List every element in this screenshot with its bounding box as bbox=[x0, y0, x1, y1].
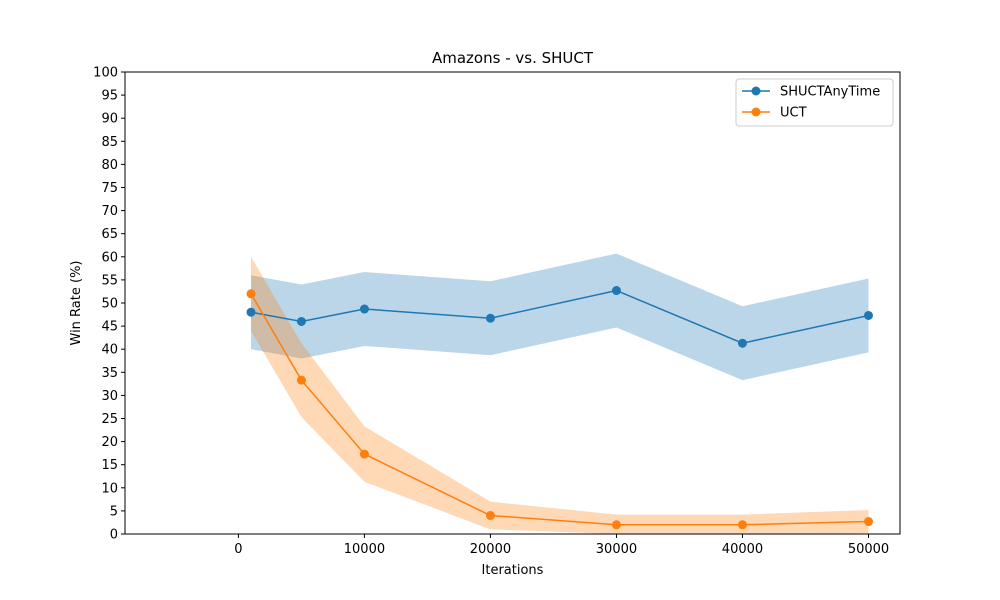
legend: SHUCTAnyTime UCT bbox=[735, 78, 894, 127]
x-tick-label: 20000 bbox=[470, 542, 511, 557]
uct-data-point bbox=[296, 375, 306, 385]
y-tick-label: 100 bbox=[93, 66, 118, 81]
series-points bbox=[246, 286, 873, 530]
y-axis-ticks: 0 5 10 15 20 25 30 35 40 45 50 55 60 65 70 75 80 85 90 95 10… bbox=[93, 66, 125, 543]
y-tick-label: 55 bbox=[101, 273, 118, 288]
uct-legend-marker bbox=[751, 107, 761, 117]
chart-title: Amazons - vs. SHUCT bbox=[432, 49, 594, 67]
y-tick-label: 45 bbox=[101, 320, 118, 335]
shuctanytime-data-point bbox=[296, 316, 306, 326]
y-tick-label: 5 bbox=[110, 504, 118, 519]
shuctanytime-data-point bbox=[359, 304, 369, 314]
x-tick-label: 50000 bbox=[848, 542, 889, 557]
y-tick-label: 40 bbox=[101, 343, 118, 358]
shuctanytime-data-point bbox=[485, 313, 495, 323]
uct-data-point bbox=[863, 517, 873, 527]
y-tick-label: 35 bbox=[101, 366, 118, 381]
shuctanytime-data-point bbox=[737, 338, 747, 348]
y-tick-label: 20 bbox=[101, 435, 118, 450]
y-tick-label: 70 bbox=[101, 204, 118, 219]
y-tick-label: 30 bbox=[101, 389, 118, 404]
x-axis-label: Iterations bbox=[482, 563, 544, 578]
x-tick-label: 30000 bbox=[596, 542, 637, 557]
y-tick-label: 25 bbox=[101, 412, 118, 427]
shuctanytime-data-point bbox=[863, 310, 873, 320]
y-tick-label: 75 bbox=[101, 181, 118, 196]
uct-confidence-band bbox=[251, 256, 869, 534]
legend-box bbox=[735, 78, 894, 127]
uct-data-point bbox=[359, 449, 369, 459]
uct-data-point bbox=[246, 289, 256, 299]
x-tick-label: 40000 bbox=[722, 542, 763, 557]
y-tick-label: 60 bbox=[101, 250, 118, 265]
shuctanytime-data-point bbox=[611, 286, 621, 296]
x-tick-label: 0 bbox=[234, 542, 242, 557]
uct-data-point bbox=[485, 511, 495, 521]
uct-legend-label: UCT bbox=[780, 106, 807, 121]
y-axis-label: Win Rate (%) bbox=[69, 261, 84, 346]
y-tick-label: 10 bbox=[101, 481, 118, 496]
y-tick-label: 95 bbox=[101, 89, 118, 104]
y-tick-label: 0 bbox=[110, 528, 118, 543]
y-tick-label: 65 bbox=[101, 227, 118, 242]
uct-data-point bbox=[737, 520, 747, 530]
shuctanytime-legend-marker bbox=[751, 86, 761, 96]
shuctanytime-data-point bbox=[246, 307, 256, 317]
y-tick-label: 85 bbox=[101, 135, 118, 150]
uct-data-point bbox=[611, 520, 621, 530]
y-tick-label: 50 bbox=[101, 297, 118, 312]
shuctanytime-legend-label: SHUCTAnyTime bbox=[780, 85, 880, 100]
y-tick-label: 15 bbox=[101, 458, 118, 473]
x-axis-ticks: 0 10000 20000 30000 40000 50000 bbox=[234, 534, 889, 557]
confidence-bands bbox=[251, 253, 869, 534]
y-tick-label: 80 bbox=[101, 158, 118, 173]
shuctanytime-confidence-band bbox=[251, 253, 869, 381]
y-tick-label: 90 bbox=[101, 112, 118, 127]
x-tick-label: 10000 bbox=[344, 542, 385, 557]
